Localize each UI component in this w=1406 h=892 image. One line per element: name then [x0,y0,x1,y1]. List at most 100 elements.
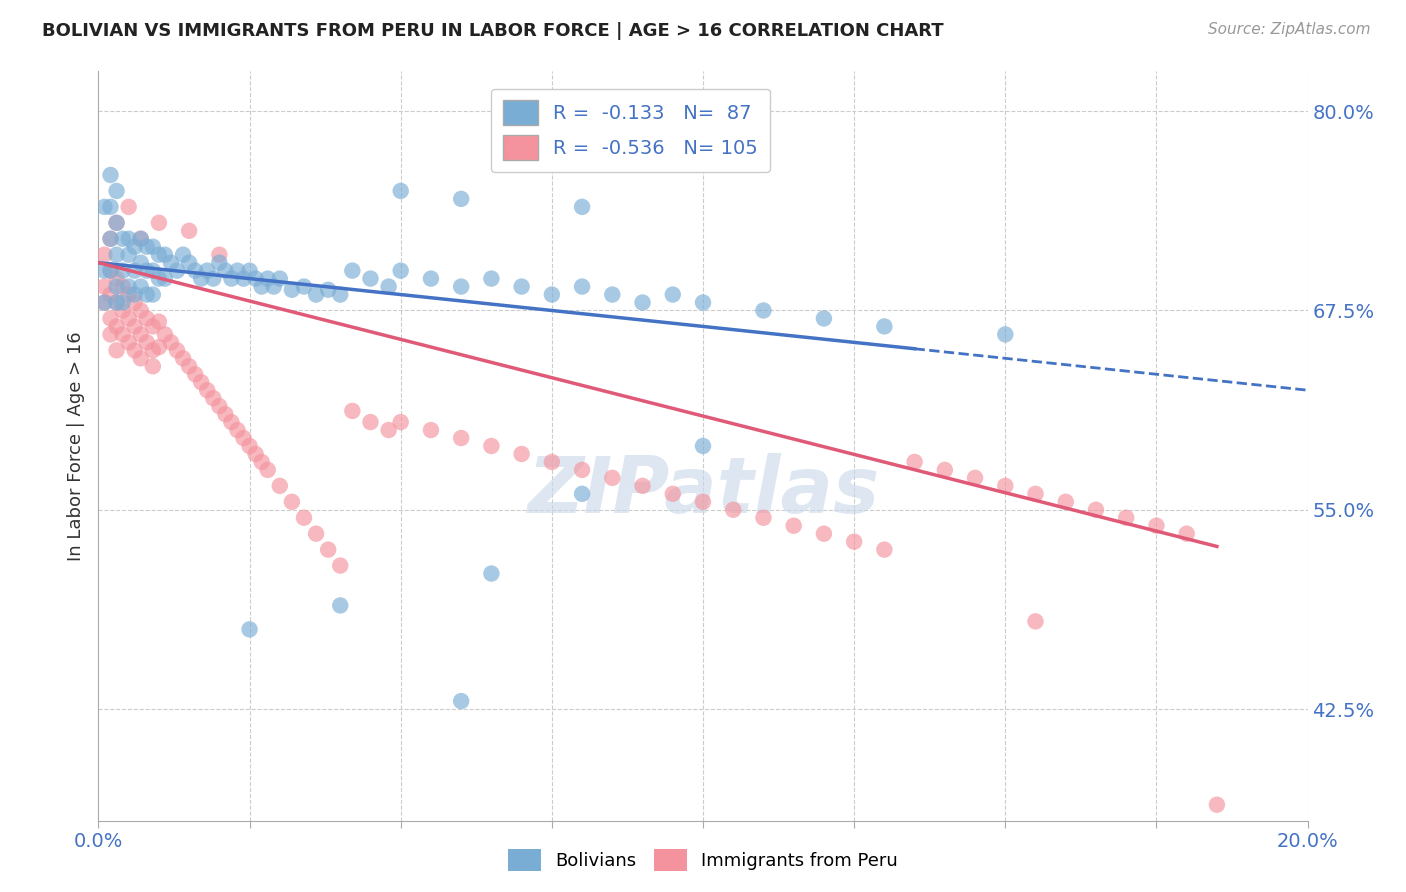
Point [239,263,262,277]
Point [214,263,236,277]
Point [994,327,1017,342]
Point [142,343,165,358]
Point [214,407,236,421]
Point [232,431,254,445]
Point [873,542,896,557]
Point [450,192,472,206]
Point [184,368,207,382]
Point [100,263,122,277]
Point [135,311,157,326]
Point [111,295,134,310]
Point [142,263,165,277]
Point [377,423,399,437]
Point [510,447,533,461]
Point [129,232,152,246]
Point [179,255,201,269]
Point [450,431,472,445]
Point [118,335,141,350]
Point [631,295,654,310]
Point [148,271,170,285]
Point [129,351,152,366]
Point [221,271,243,285]
Point [195,263,218,277]
Point [221,415,243,429]
Point [129,327,152,342]
Point [305,287,328,301]
Point [100,232,122,246]
Text: Source: ZipAtlas.com: Source: ZipAtlas.com [1208,22,1371,37]
Point [571,487,593,501]
Point [692,439,714,453]
Point [160,255,183,269]
Point [153,248,176,262]
Point [329,558,352,573]
Point [292,279,315,293]
Point [844,534,866,549]
Point [377,279,399,293]
Point [723,502,745,516]
Point [420,423,443,437]
Point [100,311,122,326]
Point [389,415,412,429]
Point [602,287,624,301]
Point [752,510,775,524]
Point [124,287,146,301]
Point [450,694,472,708]
Point [184,263,207,277]
Point [813,311,835,326]
Point [111,232,134,246]
Point [281,495,304,509]
Point [1024,487,1046,501]
Point [292,510,315,524]
Point [329,287,352,301]
Point [93,295,115,310]
Point [179,224,201,238]
Point [226,263,249,277]
Point [111,263,134,277]
Point [124,319,146,334]
Point [256,271,278,285]
Point [118,279,141,293]
Point [208,255,231,269]
Point [100,200,122,214]
Point [142,359,165,374]
Point [965,471,987,485]
Point [305,526,328,541]
Point [202,391,225,405]
Point [93,279,115,293]
Point [269,271,291,285]
Point [135,287,157,301]
Point [100,263,122,277]
Point [250,455,273,469]
Point [105,216,128,230]
Point [100,287,122,301]
Point [571,200,593,214]
Point [135,335,157,350]
Point [269,479,291,493]
Point [813,526,835,541]
Point [124,295,146,310]
Point [100,232,122,246]
Point [540,455,562,469]
Point [118,311,141,326]
Point [481,271,503,285]
Point [142,287,165,301]
Point [245,447,267,461]
Point [571,463,593,477]
Point [142,319,165,334]
Point [873,319,896,334]
Point [994,479,1017,493]
Point [540,287,562,301]
Point [135,263,157,277]
Point [190,376,212,390]
Point [129,303,152,318]
Point [692,495,714,509]
Point [389,263,412,277]
Text: ZIPatlas: ZIPatlas [527,453,879,529]
Point [111,303,134,318]
Point [1144,518,1167,533]
Point [135,240,157,254]
Point [1085,502,1108,516]
Point [481,566,503,581]
Point [783,518,806,533]
